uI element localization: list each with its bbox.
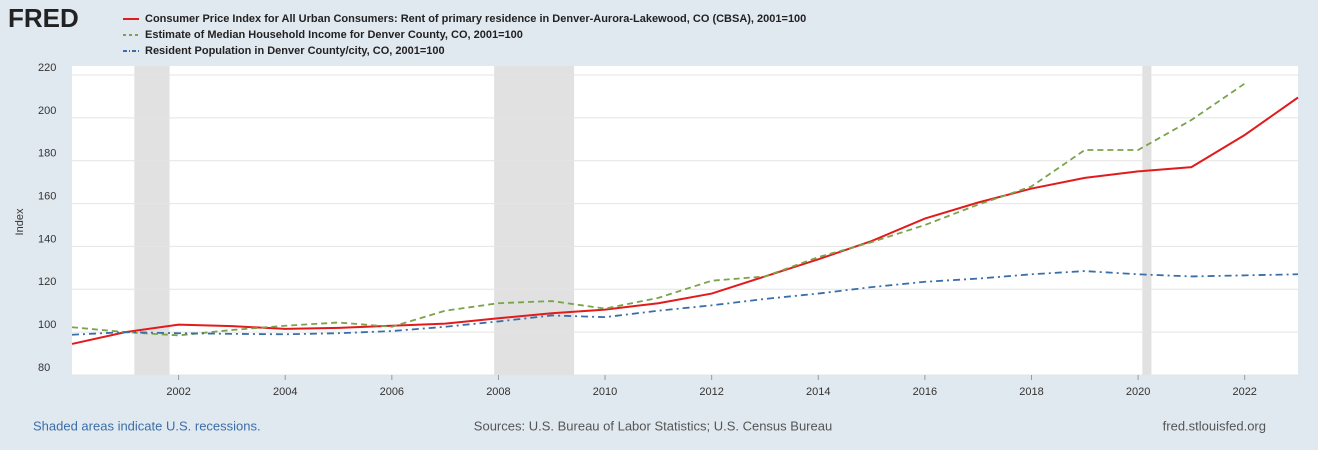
website[interactable]: fred.stlouisfed.org bbox=[1163, 418, 1266, 433]
x-tick-label: 2020 bbox=[1126, 386, 1150, 398]
x-tick-label: 2018 bbox=[1019, 386, 1043, 398]
x-tick-label: 2006 bbox=[380, 386, 404, 398]
x-tick-label: 2008 bbox=[486, 386, 510, 398]
x-tick-label: 2012 bbox=[699, 386, 723, 398]
x-tick-label: 2004 bbox=[273, 386, 297, 398]
legend-label: Consumer Price Index for All Urban Consu… bbox=[145, 13, 806, 25]
x-tick-label: 2014 bbox=[806, 386, 830, 398]
x-tick-label: 2002 bbox=[166, 386, 190, 398]
y-axis-label: Index bbox=[14, 208, 26, 235]
y-tick-label: 140 bbox=[38, 233, 56, 245]
series-line bbox=[71, 82, 1246, 337]
x-tick-label: 2016 bbox=[913, 386, 937, 398]
legend-label: Resident Population in Denver County/cit… bbox=[145, 45, 445, 57]
y-tick-label: 220 bbox=[38, 62, 56, 74]
recession-band bbox=[1142, 66, 1152, 375]
legend-label: Estimate of Median Household Income for … bbox=[145, 29, 523, 41]
x-tick-label: 2010 bbox=[593, 386, 617, 398]
source: Sources: U.S. Bureau of Labor Statistics… bbox=[474, 418, 832, 433]
recession-note[interactable]: Shaded areas indicate U.S. recessions. bbox=[33, 418, 261, 433]
series-line bbox=[71, 96, 1299, 345]
y-tick-label: 160 bbox=[38, 190, 56, 202]
series-line bbox=[71, 270, 1299, 336]
logo: FRED bbox=[8, 3, 79, 33]
recession-band bbox=[494, 66, 575, 375]
y-tick-label: 120 bbox=[38, 276, 56, 288]
y-tick-label: 80 bbox=[38, 362, 50, 374]
y-tick-label: 100 bbox=[38, 319, 56, 331]
x-tick-label: 2022 bbox=[1232, 386, 1256, 398]
y-tick-label: 200 bbox=[38, 105, 56, 117]
y-tick-label: 180 bbox=[38, 148, 56, 160]
